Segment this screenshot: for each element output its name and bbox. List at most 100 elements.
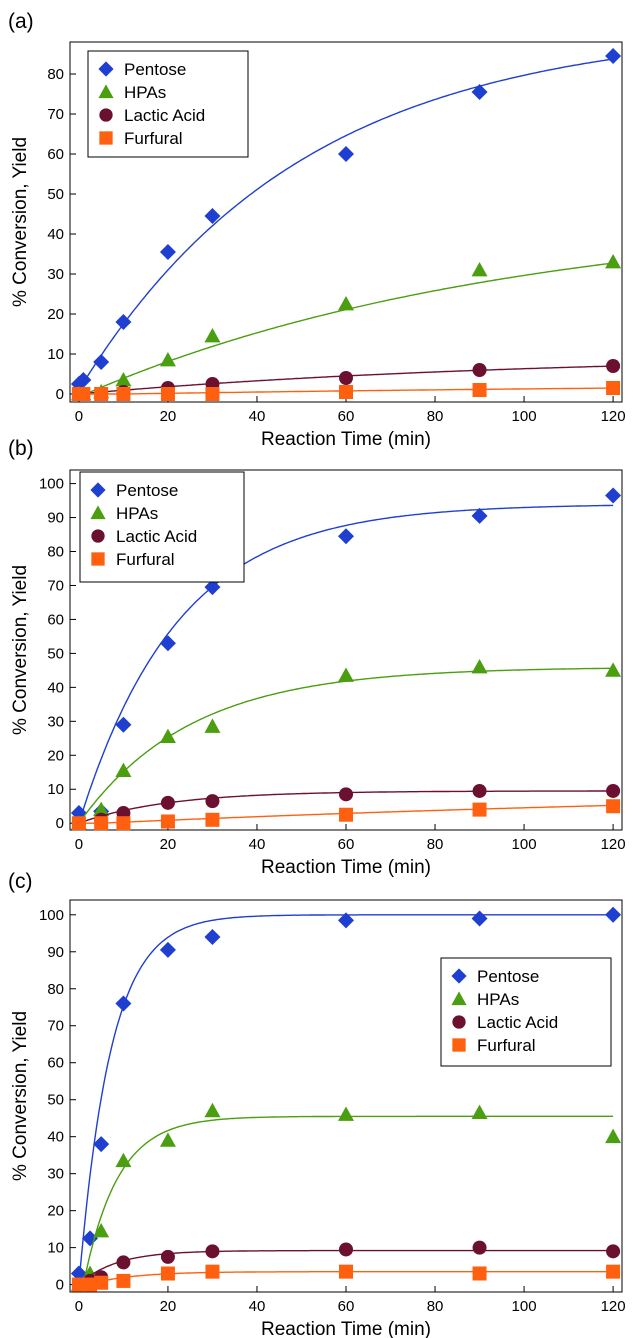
- x-tick-label: 60: [338, 1298, 355, 1315]
- x-axis-label: Reaction Time (min): [261, 429, 431, 450]
- chart-panel-c: (c) 0 20 40 60 80 100 120 0 10 20 30 40 50 60 70 80 90 100…: [8, 870, 626, 1338]
- y-tick-label: 50: [47, 1092, 64, 1109]
- data-point-furfural: [472, 802, 487, 817]
- data-point-furfural: [606, 799, 621, 814]
- data-point-hpas: [204, 328, 221, 343]
- legend-label-furfural: Furfural: [477, 1036, 536, 1055]
- legend-label-lactic-acid: Lactic Acid: [116, 527, 197, 546]
- legend-marker-pentose: [451, 968, 467, 984]
- x-axis-label: Reaction Time (min): [261, 857, 431, 878]
- data-point-pentose: [93, 1136, 110, 1153]
- y-tick-label: 40: [47, 679, 64, 696]
- x-tick-label: 100: [512, 408, 537, 425]
- data-point-lactic-acid: [606, 1244, 621, 1259]
- data-point-pentose: [605, 48, 622, 64]
- y-axis-label: % Conversion, Yield: [10, 137, 31, 307]
- data-point-hpas: [471, 658, 488, 674]
- y-tick-label: 0: [56, 1277, 64, 1294]
- data-point-pentose: [338, 528, 354, 545]
- legend-label-pentose: Pentose: [477, 967, 539, 986]
- y-tick-label: 20: [47, 747, 64, 764]
- y-tick-label: 30: [47, 713, 64, 730]
- legend-marker-hpas: [451, 991, 467, 1006]
- data-point-hpas: [93, 801, 110, 817]
- y-tick-label: 90: [47, 510, 64, 527]
- data-point-pentose: [159, 941, 176, 958]
- data-point-pentose: [82, 1230, 99, 1247]
- x-tick-label: 40: [249, 1298, 266, 1315]
- y-axis-label: % Conversion, Yield: [10, 565, 31, 735]
- y-tick-label: 60: [47, 1055, 64, 1072]
- data-point-furfural: [71, 1277, 86, 1292]
- legend-label-hpas: HPAs: [124, 83, 166, 102]
- data-point-pentose: [605, 906, 622, 923]
- y-tick-label: 80: [47, 66, 64, 83]
- legend-label-furfural: Furfural: [116, 550, 175, 569]
- data-point-furfural: [71, 816, 86, 831]
- data-point-pentose: [159, 244, 176, 260]
- y-tick-label: 30: [47, 1166, 64, 1183]
- data-point-lactic-acid: [160, 795, 175, 810]
- y-tick-label: 100: [39, 476, 64, 493]
- data-point-pentose: [204, 208, 221, 224]
- y-tick-label: 100: [39, 907, 64, 924]
- legend-label-pentose: Pentose: [124, 60, 186, 79]
- legend-marker-lactic-acid: [452, 1015, 466, 1029]
- data-point-lactic-acid: [339, 371, 353, 385]
- data-point-hpas: [605, 662, 622, 677]
- x-tick-label: 80: [427, 408, 444, 425]
- data-point-lactic-acid: [116, 1255, 131, 1270]
- data-point-lactic-acid: [472, 1240, 487, 1255]
- data-point-lactic-acid: [606, 359, 621, 373]
- data-point-furfural: [116, 387, 131, 401]
- y-tick-label: 70: [47, 1018, 64, 1035]
- data-point-hpas: [159, 728, 176, 744]
- data-point-furfural: [76, 387, 91, 401]
- legend-box: [79, 471, 245, 583]
- legend-label-hpas: HPAs: [116, 504, 158, 523]
- data-point-pentose: [70, 1265, 87, 1282]
- y-tick-label: 0: [56, 815, 64, 832]
- data-point-pentose: [338, 146, 354, 162]
- x-tick-label: 20: [160, 836, 177, 853]
- data-point-hpas: [204, 718, 221, 733]
- data-point-lactic-acid: [472, 783, 487, 798]
- data-point-hpas: [605, 254, 622, 269]
- x-tick-label: 0: [75, 408, 83, 425]
- data-point-lactic-acid: [606, 783, 621, 798]
- x-tick-label: 120: [601, 836, 626, 853]
- data-point-pentose: [338, 912, 354, 929]
- data-point-pentose: [93, 354, 110, 370]
- data-point-furfural: [94, 816, 109, 831]
- x-tick-label: 20: [160, 1298, 177, 1315]
- y-tick-label: 50: [47, 186, 64, 203]
- data-point-furfural: [339, 1264, 353, 1279]
- x-tick-label: 100: [512, 1298, 537, 1315]
- data-point-lactic-acid: [339, 787, 353, 802]
- panel-label: (c): [8, 870, 33, 893]
- legend-marker-furfural: [91, 552, 105, 566]
- legend-marker-pentose: [90, 482, 106, 498]
- legend-marker-pentose: [98, 61, 114, 77]
- y-tick-label: 20: [47, 1203, 64, 1220]
- data-point-lactic-acid: [472, 363, 487, 377]
- fit-line-pentose: [78, 504, 614, 824]
- data-point-lactic-acid: [205, 794, 220, 809]
- data-point-furfural: [606, 1264, 621, 1279]
- x-tick-label: 60: [338, 408, 355, 425]
- y-tick-label: 10: [47, 346, 64, 363]
- data-point-pentose: [605, 487, 622, 504]
- data-point-furfural: [94, 1275, 109, 1290]
- y-tick-label: 80: [47, 981, 64, 998]
- x-tick-label: 120: [601, 408, 626, 425]
- fit-line-hpas: [78, 1115, 614, 1286]
- panel-label: (a): [8, 10, 34, 33]
- data-point-furfural: [205, 1264, 220, 1279]
- data-point-pentose: [159, 635, 176, 652]
- data-point-hpas: [204, 1102, 221, 1118]
- legend-label-furfural: Furfural: [124, 129, 183, 148]
- data-point-lactic-acid: [160, 1249, 175, 1264]
- data-point-furfural: [160, 387, 175, 401]
- y-tick-label: 0: [56, 386, 64, 403]
